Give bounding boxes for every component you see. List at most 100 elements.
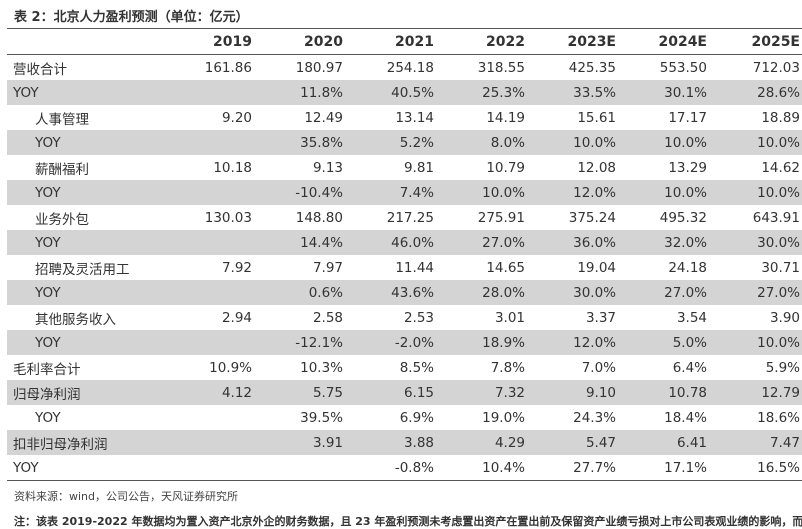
value-cell: 12.0%	[527, 330, 618, 355]
value-cell	[254, 455, 345, 481]
value-cell: 40.5%	[345, 80, 436, 105]
value-cell: 3.91	[254, 430, 345, 455]
value-cell: 5.2%	[345, 130, 436, 155]
value-cell: 10.3%	[300, 359, 343, 376]
header-year: 2025E	[709, 29, 802, 55]
footnote: 注：该表 2019-2022 年数据均为置入资产北京外企的财务数据，且 23 年…	[14, 515, 802, 528]
value-cell: 10.78	[618, 380, 709, 405]
value-cell: 12.79	[709, 380, 802, 405]
value-cell: 375.24	[568, 209, 616, 226]
value-cell	[174, 430, 254, 455]
value-cell: 643.91	[752, 209, 800, 226]
value-cell: 14.65	[486, 259, 525, 276]
header-year: 2023E	[527, 29, 618, 55]
value-cell: 10.0%	[709, 330, 802, 355]
value-cell: 24.18	[668, 259, 707, 276]
value-cell: 30.0%	[709, 230, 802, 255]
value-cell: 18.6%	[757, 409, 800, 426]
value-cell: 32.0%	[618, 230, 709, 255]
value-cell: -0.8%	[345, 455, 436, 481]
header-row: 2019 2020 2021 2022 2023E 2024E 2025E	[7, 29, 802, 55]
table-title: 表 2：北京人力盈利预测（单位：亿元）	[14, 10, 249, 25]
value-cell: 10.4%	[436, 455, 527, 481]
value-cell: 33.5%	[527, 80, 618, 105]
value-cell: 10.0%	[527, 130, 618, 155]
row-label: YOY	[7, 130, 174, 155]
value-cell	[174, 230, 254, 255]
table-row: YOY 14.4% 46.0% 27.0% 36.0% 32.0% 30.0%	[7, 230, 802, 255]
value-cell: 553.50	[659, 59, 707, 76]
value-cell: 161.86	[204, 59, 252, 76]
value-cell: 7.0%	[581, 359, 616, 376]
value-cell: 35.8%	[254, 130, 345, 155]
value-cell: 18.9%	[436, 330, 527, 355]
table-row: 业务外包 130.03 148.80 217.25 275.91 375.24 495.32…	[7, 205, 802, 230]
value-cell: 30.1%	[618, 80, 709, 105]
row-label: YOY	[7, 180, 174, 205]
header-year: 2021	[345, 29, 436, 55]
value-cell: 9.13	[312, 159, 343, 176]
table-row: 其他服务收入 2.94 2.58 2.53 3.01 3.37 3.54 3.90	[7, 305, 802, 330]
value-cell: 7.97	[312, 259, 343, 276]
value-cell	[174, 130, 254, 155]
value-cell: 254.18	[386, 59, 434, 76]
value-cell: 19.04	[577, 259, 616, 276]
row-label: 归母净利润	[7, 380, 174, 405]
value-cell: 3.54	[676, 309, 707, 326]
value-cell: -12.1%	[254, 330, 345, 355]
value-cell: 19.0%	[482, 409, 525, 426]
value-cell: 217.25	[386, 209, 434, 226]
value-cell: 6.9%	[399, 409, 434, 426]
value-cell: 10.0%	[436, 180, 527, 205]
value-cell: 6.41	[618, 430, 709, 455]
row-label: 招聘及灵活用工	[35, 261, 130, 278]
value-cell: 0.6%	[254, 280, 345, 305]
value-cell	[174, 180, 254, 205]
value-cell: 10.0%	[709, 130, 802, 155]
table-row: YOY 35.8% 5.2% 8.0% 10.0% 10.0% 10.0%	[7, 130, 802, 155]
value-cell: 5.9%	[765, 359, 800, 376]
value-cell: 18.4%	[664, 409, 707, 426]
value-cell: 10.79	[486, 159, 525, 176]
value-cell: 5.75	[254, 380, 345, 405]
value-cell: 27.0%	[709, 280, 802, 305]
row-label: 人事管理	[35, 111, 89, 128]
value-cell: 28.6%	[709, 80, 802, 105]
value-cell: 18.89	[761, 109, 800, 126]
value-cell: 10.9%	[209, 359, 252, 376]
header-label-cell	[7, 29, 174, 55]
value-cell: 7.4%	[345, 180, 436, 205]
value-cell: 17.17	[668, 109, 707, 126]
table-row: YOY 0.6% 43.6% 28.0% 30.0% 27.0% 27.0%	[7, 280, 802, 305]
value-cell: 318.55	[477, 59, 525, 76]
value-cell: 2.94	[221, 309, 252, 326]
value-cell: 275.91	[477, 209, 525, 226]
value-cell: 11.44	[395, 259, 434, 276]
value-cell: 3.90	[769, 309, 800, 326]
value-cell: 3.37	[585, 309, 616, 326]
value-cell	[174, 330, 254, 355]
table-row: YOY -12.1% -2.0% 18.9% 12.0% 5.0% 10.0%	[7, 330, 802, 355]
forecast-table: 2019 2020 2021 2022 2023E 2024E 2025E 营收…	[7, 29, 802, 481]
value-cell: 6.15	[345, 380, 436, 405]
value-cell: 3.88	[345, 430, 436, 455]
header-year: 2022	[436, 29, 527, 55]
value-cell: 12.0%	[527, 180, 618, 205]
value-cell	[174, 280, 254, 305]
value-cell: -2.0%	[345, 330, 436, 355]
table-row: YOY -10.4% 7.4% 10.0% 12.0% 10.0% 10.0%	[7, 180, 802, 205]
row-label: 毛利率合计	[13, 361, 81, 378]
table-row: 扣非归母净利润 3.91 3.88 4.29 5.47 6.41 7.47	[7, 430, 802, 455]
row-label: YOY	[35, 409, 61, 426]
value-cell: 14.19	[486, 109, 525, 126]
value-cell	[174, 455, 254, 481]
value-cell: 43.6%	[345, 280, 436, 305]
row-label: YOY	[7, 280, 174, 305]
value-cell: 13.14	[395, 109, 434, 126]
value-cell: 36.0%	[527, 230, 618, 255]
table-top-rule	[7, 28, 802, 29]
value-cell: 5.0%	[618, 330, 709, 355]
value-cell: 12.49	[304, 109, 343, 126]
value-cell: 4.29	[436, 430, 527, 455]
value-cell: 5.47	[527, 430, 618, 455]
